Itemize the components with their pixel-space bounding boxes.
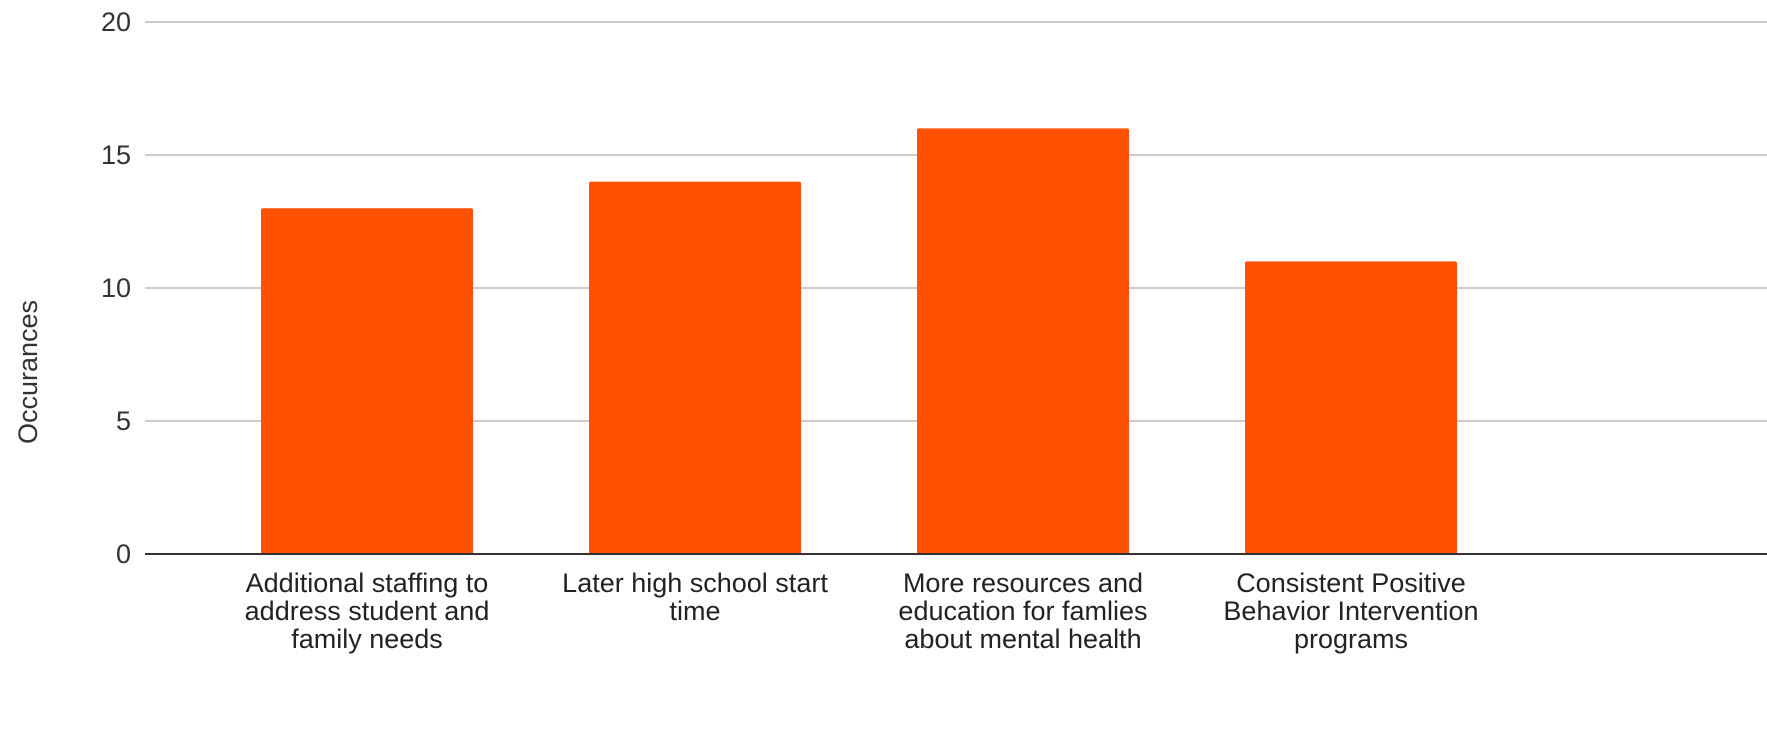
bar [1245, 261, 1457, 554]
x-category-label: Consistent Positive Behavior Intervention… [1223, 568, 1478, 654]
x-category-label-line: time [669, 596, 720, 626]
x-category-label-line: programs [1294, 624, 1408, 654]
y-tick-label: 15 [101, 140, 131, 170]
x-category-label-line: Later high school start [562, 568, 828, 598]
x-category-label: Later high school start time [562, 568, 828, 626]
x-category-label-line: address student and [245, 596, 490, 626]
y-tick-label: 0 [116, 539, 131, 569]
y-tick-label: 10 [101, 273, 131, 303]
x-category-label-line: family needs [291, 624, 443, 654]
x-category-label-line: More resources and [903, 568, 1143, 598]
bars [261, 128, 1457, 554]
y-axis-title: Occurances [13, 300, 43, 444]
x-category-label-line: Consistent Positive [1236, 568, 1466, 598]
y-tick-label: 20 [101, 7, 131, 37]
x-category-label: Additional staffing to address student an… [245, 568, 490, 654]
y-tick-labels: 0 5 10 15 20 [101, 7, 131, 569]
bar [917, 128, 1129, 554]
x-category-label-line: Behavior Intervention [1223, 596, 1478, 626]
x-category-label-line: education for famlies [898, 596, 1147, 626]
x-category-label-line: Additional staffing to [246, 568, 489, 598]
bar [589, 181, 801, 554]
x-category-label: More resources and education for famlies a… [898, 568, 1147, 654]
x-category-label-line: about mental health [904, 624, 1141, 654]
y-tick-label: 5 [116, 406, 131, 436]
bar [261, 208, 473, 554]
category-labels: Additional staffing to address student an… [245, 568, 1479, 654]
